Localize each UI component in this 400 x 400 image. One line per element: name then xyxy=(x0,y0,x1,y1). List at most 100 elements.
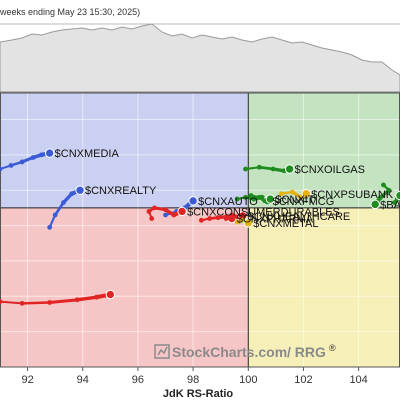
tail-point xyxy=(381,182,386,188)
tail-point xyxy=(378,194,384,200)
tail-point xyxy=(19,159,25,165)
tail-point xyxy=(146,209,152,214)
tail-point xyxy=(278,191,284,197)
tail-point xyxy=(270,166,276,172)
series-head-point[interactable] xyxy=(284,164,295,174)
tail-point xyxy=(38,152,44,158)
tail-point xyxy=(248,193,254,198)
series-head-point[interactable] xyxy=(265,194,276,204)
x-tick-label: 104 xyxy=(349,374,367,386)
tail-segment xyxy=(48,298,79,304)
series-label-cnxit: $CNXIT xyxy=(275,194,314,206)
tail-point xyxy=(171,212,177,218)
series-layer xyxy=(0,148,400,306)
x-tick-label: 102 xyxy=(294,374,312,386)
tail-point xyxy=(251,196,257,202)
tail-point xyxy=(290,189,295,195)
tail-segment xyxy=(0,300,24,305)
series-head-point[interactable] xyxy=(75,185,85,195)
x-tick-label: 100 xyxy=(239,374,257,386)
tail-point xyxy=(152,205,157,211)
tail-segment xyxy=(53,201,65,217)
series-label-cnxhealthcare: $CNXHEALTHCARE xyxy=(248,211,350,223)
tail-point xyxy=(243,166,248,172)
tail-point xyxy=(69,191,75,197)
tail-point xyxy=(229,212,235,218)
watermark-reg: ® xyxy=(329,343,336,353)
tail-point xyxy=(207,216,213,221)
series-label-cnxauto: $CNXAUTO xyxy=(198,196,258,208)
series-banknifty[interactable] xyxy=(370,182,392,210)
series-cnxmetal[interactable] xyxy=(234,217,253,228)
series-cnxconsumerdurables[interactable] xyxy=(146,205,187,221)
series-head-point[interactable] xyxy=(370,199,380,210)
tail-point xyxy=(19,300,25,306)
series-label-cnxmedia: $CNXMEDIA xyxy=(55,148,120,160)
header-text: weeks ending May 23 15:30, 2025) xyxy=(0,7,140,17)
header-panel: weeks ending May 23 15:30, 2025) xyxy=(0,0,400,93)
tail-point xyxy=(52,212,58,218)
series-head-point[interactable] xyxy=(188,196,198,206)
tail-point xyxy=(0,166,3,172)
tail-point xyxy=(149,216,155,221)
stockcharts-logo-icon xyxy=(154,344,170,359)
tail-point xyxy=(386,187,392,193)
gridlines xyxy=(0,93,400,368)
series-head-point[interactable] xyxy=(301,189,311,199)
tail-point xyxy=(47,224,53,230)
series-cnxoilgas[interactable] xyxy=(243,164,295,174)
series-cnxpsubank[interactable] xyxy=(278,189,311,200)
quadrants xyxy=(0,93,400,367)
tail-point xyxy=(256,164,262,170)
watermark-brand: StockCharts.com xyxy=(172,344,287,360)
x-tick-label: 96 xyxy=(132,374,144,386)
series-label-cnxrealty: $CNXREALTY xyxy=(85,185,157,197)
tail-point xyxy=(8,163,14,168)
tail-point xyxy=(243,194,248,200)
tail-point xyxy=(223,216,229,221)
tail-point xyxy=(47,300,53,305)
tail-point xyxy=(163,207,168,213)
series-label-banknifty: $BANKNIFTY xyxy=(380,199,400,211)
series-cnxrealty[interactable] xyxy=(47,185,85,230)
tail-point xyxy=(74,297,80,303)
price-sparkline xyxy=(0,23,400,93)
quadrant-improving xyxy=(0,93,249,208)
series-label-cnxoilgas: $CNXOILGAS xyxy=(295,164,365,176)
series-head-point[interactable] xyxy=(44,148,55,158)
series-label-cnxpsubank: $CNXPSUBANK xyxy=(311,189,394,201)
tail-point xyxy=(215,215,221,221)
series-series-13[interactable] xyxy=(0,289,116,306)
label-layer: $CNXMEDIA $CNXREALTY $CNXAUTO$CNXCONSUMERD… xyxy=(55,148,400,230)
tail-point xyxy=(30,155,36,160)
series-head-point[interactable] xyxy=(177,206,187,217)
series-cnxit[interactable] xyxy=(248,193,276,204)
x-axis-title: JdK RS-Ratio xyxy=(163,388,234,400)
tail-point xyxy=(61,200,66,206)
tail-point xyxy=(198,217,204,223)
tail-point xyxy=(234,219,240,225)
series-cnxmedia[interactable] xyxy=(0,148,55,172)
tail-point xyxy=(298,194,304,200)
series-label-cnxpharma: $CNXPHARMA xyxy=(237,214,314,226)
tail-point xyxy=(163,212,168,218)
tail-point xyxy=(94,294,99,300)
tail-point xyxy=(256,194,262,200)
x-tick-label: 92 xyxy=(21,374,33,386)
series-head-point[interactable] xyxy=(105,289,116,300)
series-head-point[interactable] xyxy=(243,218,253,228)
tail-point xyxy=(0,299,3,304)
series-label-cnxconsumerdurables: $CNXCONSUMERDURABLES xyxy=(187,206,340,218)
x-axis: 92 94 96 98 100 102 104 xyxy=(0,366,400,386)
watermark: StockCharts.com / RRG ® xyxy=(154,343,336,360)
tail-point xyxy=(392,200,397,206)
x-tick-label: 94 xyxy=(77,374,89,386)
quadrant-lagging xyxy=(0,207,249,367)
watermark-suffix: / RRG xyxy=(287,344,326,360)
series-cnxhealthcare[interactable] xyxy=(223,211,248,221)
series-label-cnxfmcg: $CNXFMCG xyxy=(273,196,335,208)
quadrant-weakening xyxy=(248,207,400,367)
quadrant-leading xyxy=(248,93,400,208)
tail-segment xyxy=(75,295,99,302)
